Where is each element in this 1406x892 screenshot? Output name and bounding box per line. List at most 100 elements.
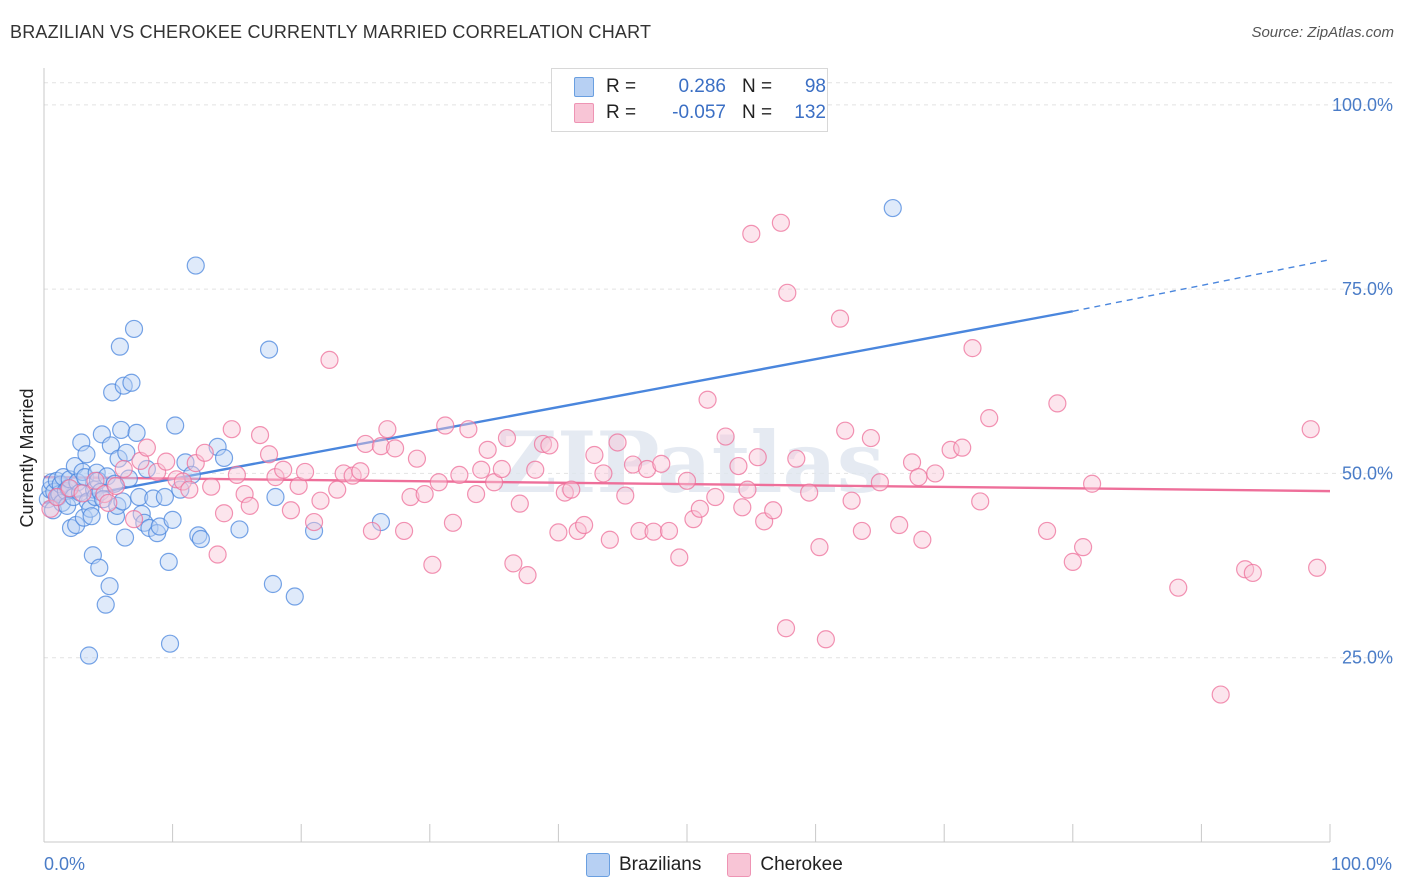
trend-lines [43,258,1331,505]
data-point [99,493,118,513]
data-point [114,459,133,479]
data-point [549,523,568,542]
y-tick-label: 75.0% [1342,279,1393,299]
data-point [351,462,370,481]
data-point [385,439,405,458]
legend-item-brazilians[interactable]: Brazilians [586,853,701,877]
legend-item-cherokee[interactable]: Cherokee [727,853,843,877]
data-point [600,530,619,549]
data-point [159,552,178,571]
data-point [575,515,594,535]
data-point [103,383,122,402]
data-point [953,438,972,457]
data-point [1308,558,1327,577]
data-point [274,460,293,479]
data-point [79,646,99,665]
legend-n-value: 98 [804,76,826,97]
data-point [61,518,81,538]
legend-swatch-cherokee [727,853,752,877]
data-point [227,465,246,485]
data-point [941,440,960,459]
data-point [281,501,301,520]
data-point [980,409,999,428]
data-point [191,529,210,549]
data-point [407,449,427,468]
data-point [733,498,752,517]
data-point [644,522,663,541]
legend-n-label: N = [742,102,773,123]
data-point [250,425,270,445]
data-point [459,420,478,439]
data-point [816,630,835,649]
data-point [836,421,855,440]
data-point [883,198,902,218]
data-point [127,423,146,442]
data-point [842,491,861,510]
data-point [764,501,783,520]
data-point [670,548,689,567]
chart-title: BRAZILIAN VS CHEROKEE CURRENTLY MARRIED … [10,22,652,42]
data-point [909,468,928,487]
data-point [263,574,283,594]
data-point [504,554,523,573]
data-point [135,513,154,532]
data-point [652,454,671,473]
data-point [861,428,880,448]
chart-source: Source: ZipAtlas.com [1251,24,1394,41]
y-axis-label: Currently Married [17,388,37,527]
data-point [472,460,491,479]
data-point [787,449,806,468]
data-point [202,477,221,496]
data-point [533,434,553,454]
legend-r-label: R = [606,102,637,123]
data-point [362,521,382,541]
data-point [800,483,819,502]
data-point [608,433,627,452]
axes [43,68,1331,843]
data-point [443,513,463,532]
data-point [155,487,174,507]
trend-extension-brazilians [1072,258,1331,312]
legend-label-brazilians: Brazilians [619,854,702,875]
data-point [208,545,227,564]
data-point [214,504,234,523]
data-point [742,224,761,243]
y-tick-label: 25.0% [1342,648,1393,668]
data-point [285,587,304,606]
data-point [82,507,101,526]
data-point [106,476,126,496]
data-point [115,528,135,547]
data-point [157,452,176,471]
x-tick-label: 0.0% [44,854,85,874]
data-point [913,530,932,549]
data-point [926,464,945,483]
data-point [304,512,324,532]
data-point [124,319,144,339]
data-point [684,510,703,529]
correlation-legend: R = 0.286 N = 98 R = -0.057 N = 132 [551,68,828,132]
data-point [1169,578,1188,597]
data-point [100,577,119,596]
data-point [466,484,486,504]
y-tick-label: 100.0% [1332,95,1393,115]
x-tick-label: 100.0% [1331,854,1392,874]
data-point [96,595,115,614]
legend-swatch-brazilians [586,853,610,877]
legend-swatch-cherokee [574,103,594,123]
data-point [562,480,581,499]
data-point [311,491,330,510]
data-point [540,436,559,455]
data-point [623,455,643,474]
watermark: ZIPatlas [496,413,884,512]
data-point [971,492,990,511]
legend-r-value: -0.057 [672,102,726,123]
data-point [394,521,414,541]
data-point [166,416,185,435]
data-point [492,459,511,479]
data-point [230,520,249,539]
data-point [478,440,497,459]
y-tick-label: 50.0% [1342,463,1393,483]
data-point [852,521,871,541]
data-point [186,256,205,275]
data-point [630,521,649,541]
